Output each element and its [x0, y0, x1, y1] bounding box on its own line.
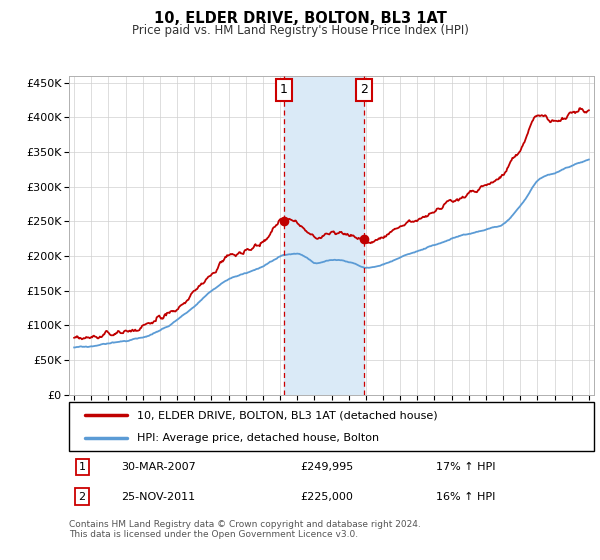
Text: 16% ↑ HPI: 16% ↑ HPI — [437, 492, 496, 502]
Text: 30-MAR-2007: 30-MAR-2007 — [121, 462, 196, 472]
Text: £249,995: £249,995 — [300, 462, 353, 472]
Text: 10, ELDER DRIVE, BOLTON, BL3 1AT: 10, ELDER DRIVE, BOLTON, BL3 1AT — [154, 11, 446, 26]
Text: 1: 1 — [79, 462, 86, 472]
Text: Contains HM Land Registry data © Crown copyright and database right 2024.
This d: Contains HM Land Registry data © Crown c… — [69, 520, 421, 539]
Text: 17% ↑ HPI: 17% ↑ HPI — [437, 462, 496, 472]
Text: £225,000: £225,000 — [300, 492, 353, 502]
Text: 2: 2 — [79, 492, 86, 502]
Text: 10, ELDER DRIVE, BOLTON, BL3 1AT (detached house): 10, ELDER DRIVE, BOLTON, BL3 1AT (detach… — [137, 410, 438, 421]
Text: Price paid vs. HM Land Registry's House Price Index (HPI): Price paid vs. HM Land Registry's House … — [131, 24, 469, 36]
Text: 1: 1 — [280, 83, 288, 96]
Bar — [284, 76, 364, 395]
Text: HPI: Average price, detached house, Bolton: HPI: Average price, detached house, Bolt… — [137, 433, 379, 444]
Text: 2: 2 — [360, 83, 368, 96]
Text: 25-NOV-2011: 25-NOV-2011 — [121, 492, 196, 502]
